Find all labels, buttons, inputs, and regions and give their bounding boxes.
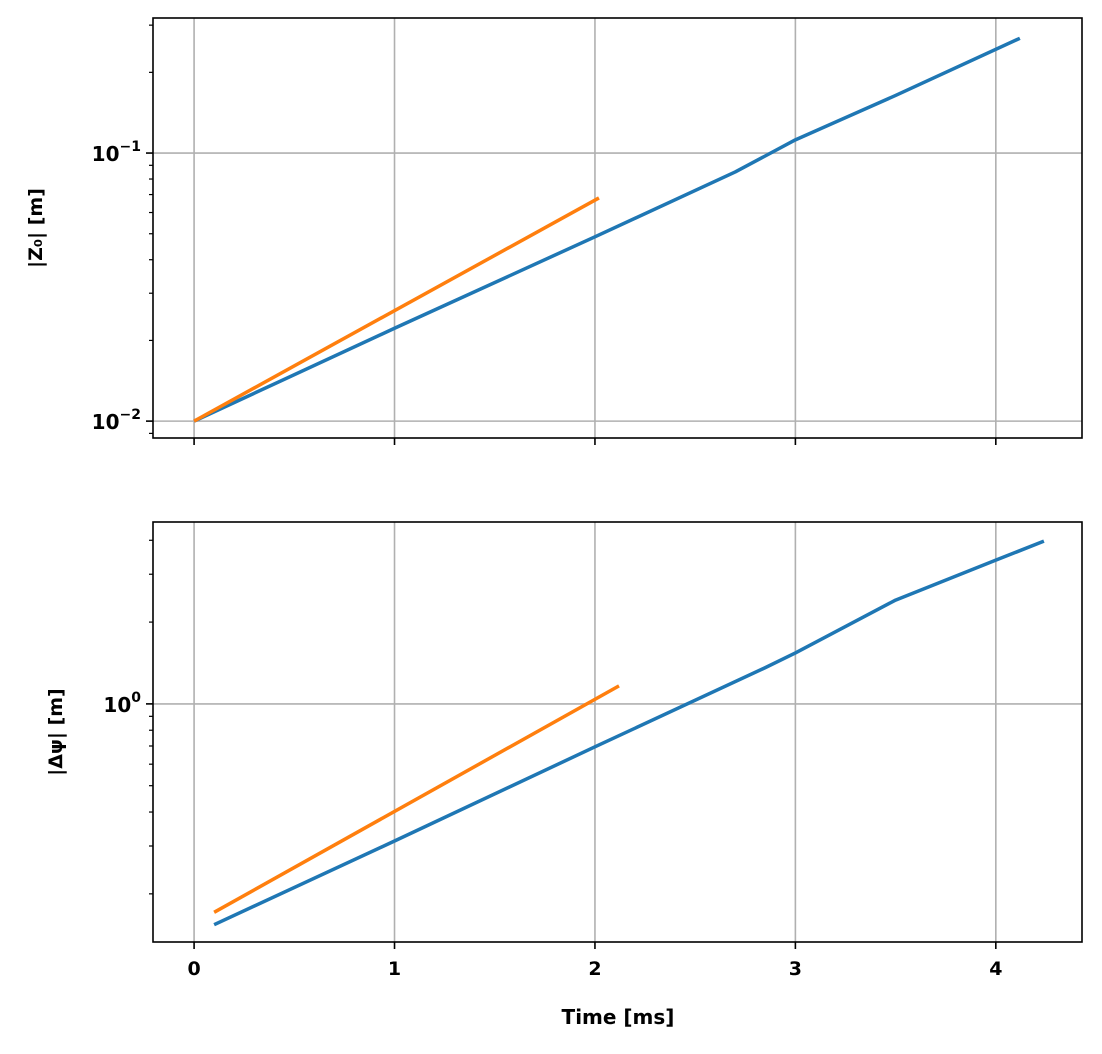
y-tick-label: 10−1 [92,139,141,166]
series-line-blue [213,539,1045,927]
axes-frame [152,521,1083,943]
y-tick-exponent: −1 [120,139,141,155]
y-tick-exponent: −2 [120,407,141,423]
series-line-blue [193,36,1021,423]
x-tick-label: 1 [388,958,401,980]
y-tick-base: 10 [92,410,120,434]
axes-frame [152,17,1083,439]
y-tick-base: 10 [103,693,131,717]
x-tick-label: 2 [588,958,601,980]
x-tick-label: 0 [187,958,200,980]
y-axis-label: |Δψ| [m] [45,688,67,775]
y-tick-label: 10−2 [92,407,141,434]
series-line-orange [193,196,600,423]
x-axis-label: Time [ms] [562,1005,675,1029]
y-tick-exponent: 0 [131,690,141,706]
series-line-orange [213,684,620,914]
y-axis-label: |Z₀| [m] [25,188,47,268]
y-tick-base: 10 [92,142,120,166]
subplot-1: 10−110−2|Z₀| [m] [25,17,1083,445]
x-tick-label: 3 [789,958,802,980]
y-tick-label: 100 [103,690,141,717]
x-tick-label: 4 [989,958,1002,980]
